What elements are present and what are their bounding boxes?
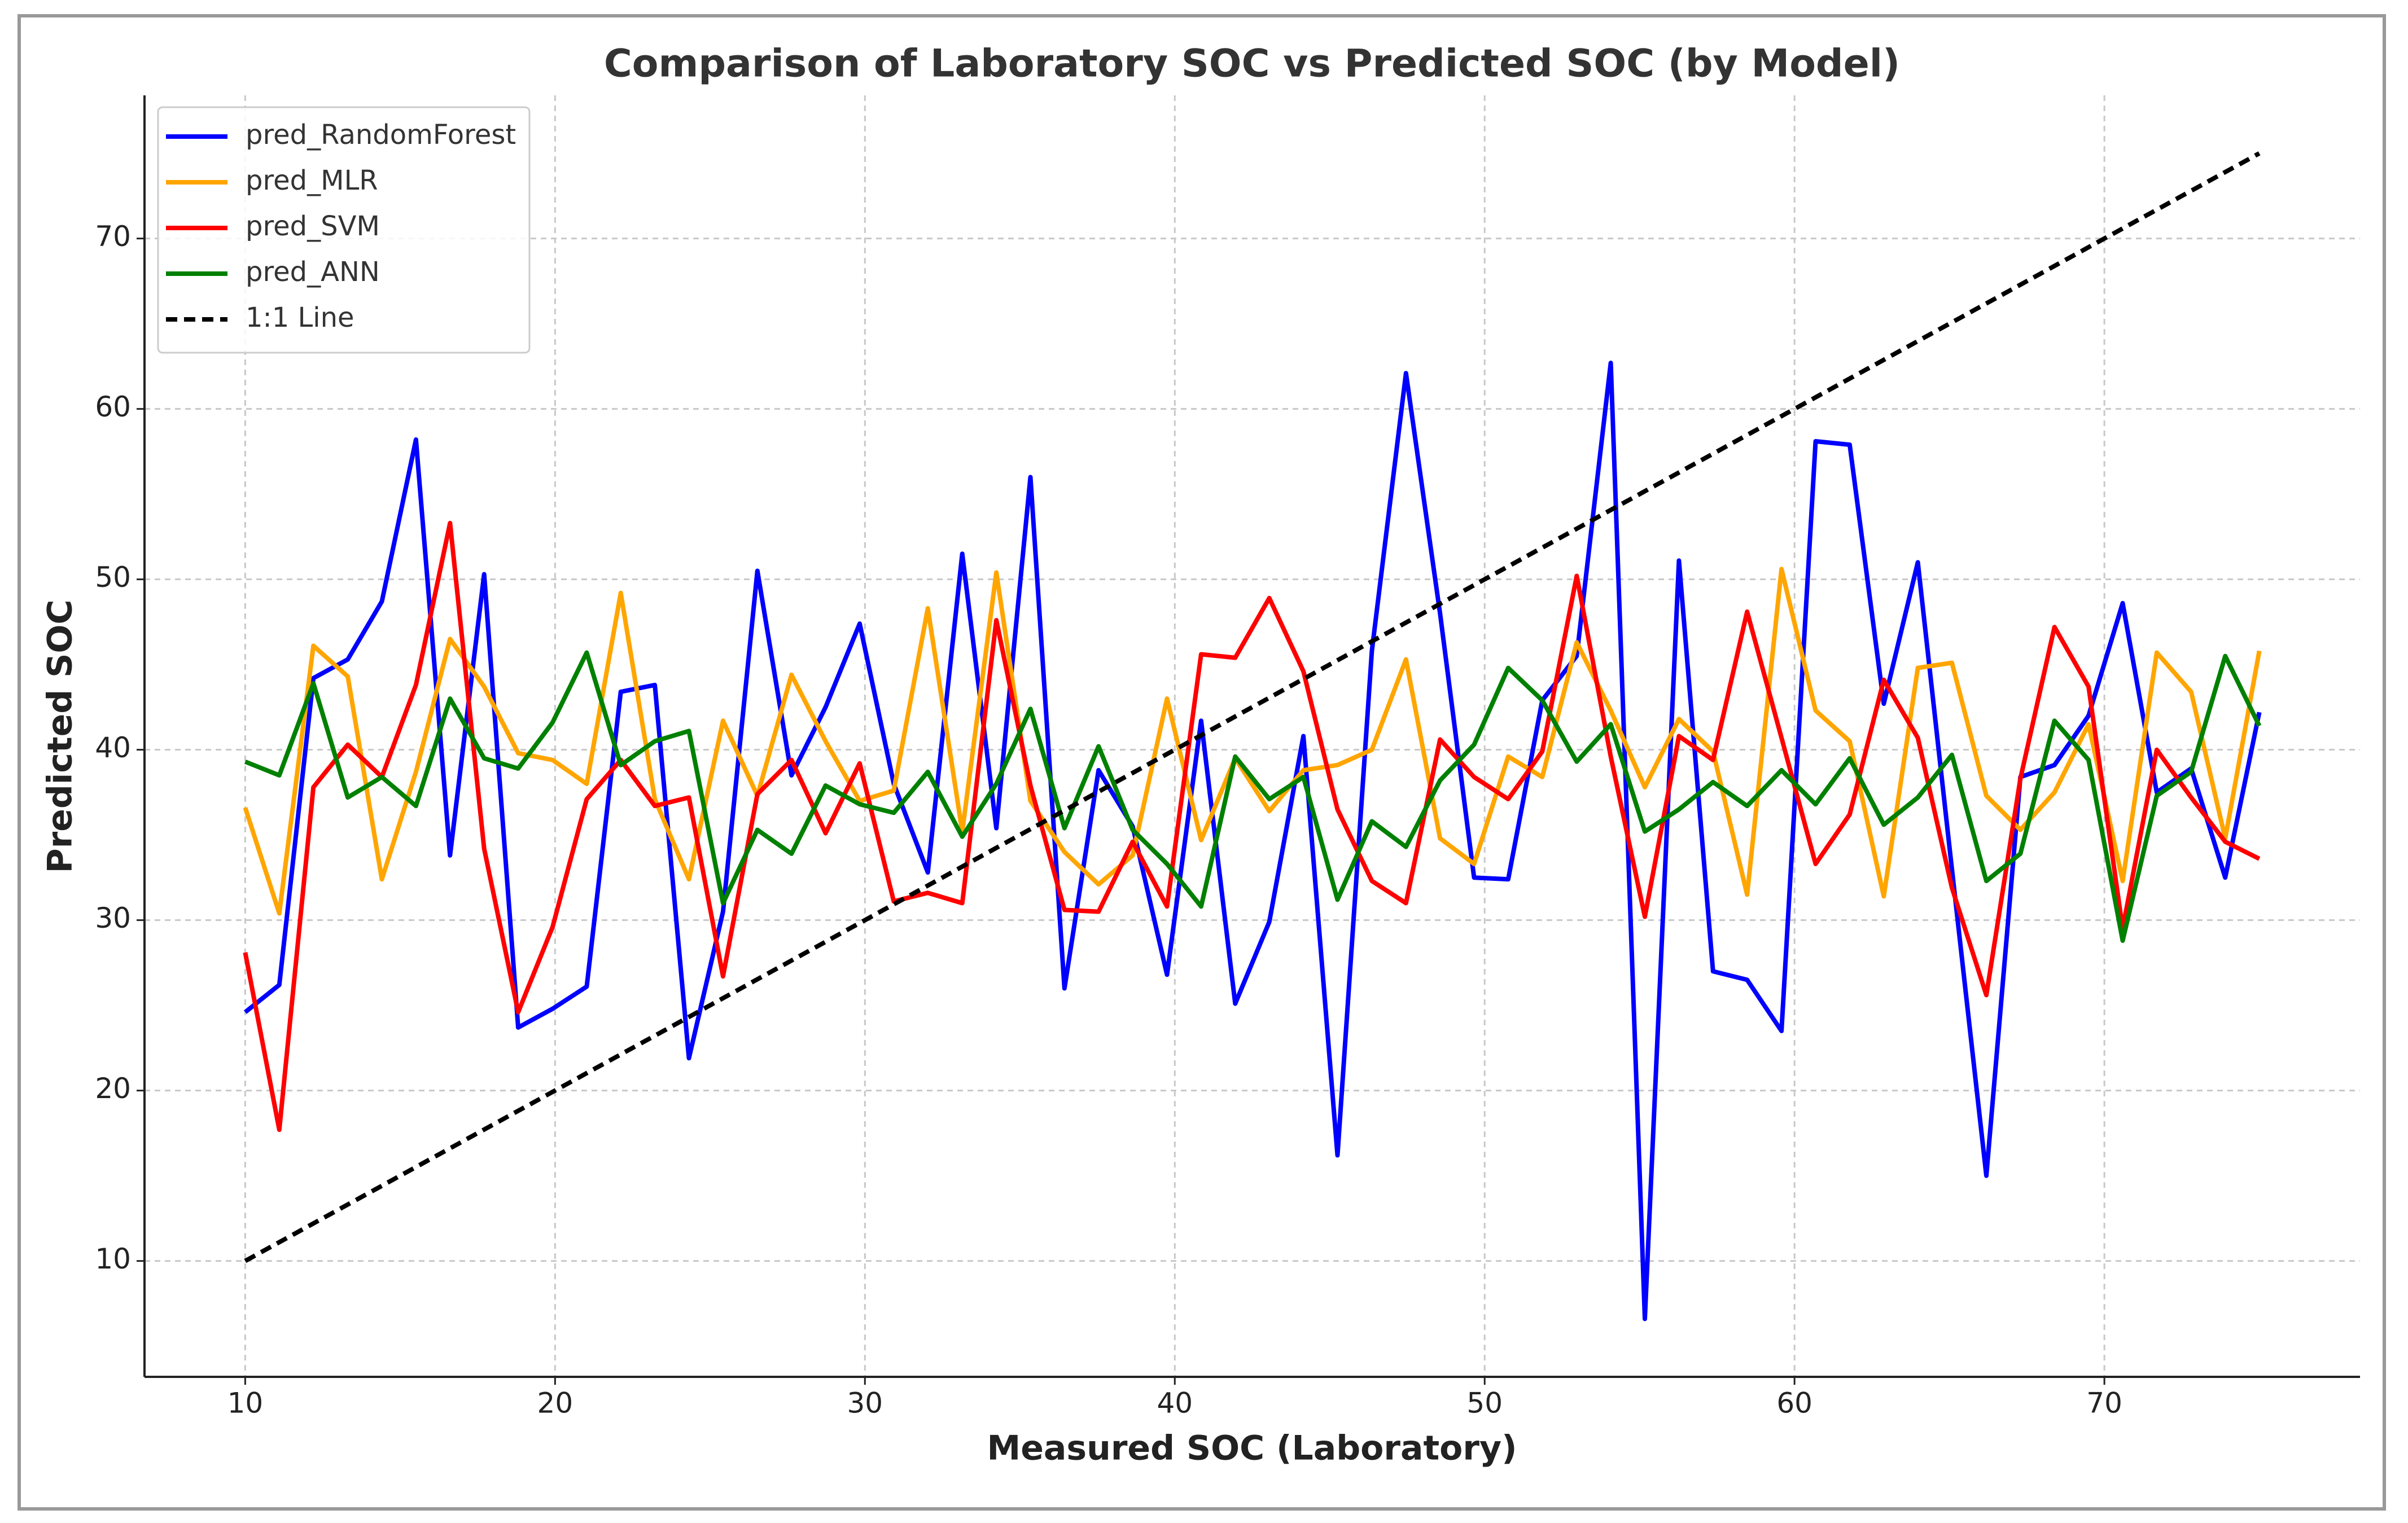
y-tick-label: 50 <box>95 561 131 594</box>
legend-label: pred_SVM <box>246 210 380 242</box>
x-tick-label: 70 <box>2086 1387 2122 1420</box>
y-tick-label: 30 <box>95 902 131 934</box>
chart-title: Comparison of Laboratory SOC vs Predicte… <box>604 42 1900 86</box>
series-line <box>243 567 2262 916</box>
y-tick-label: 20 <box>95 1072 131 1105</box>
x-tick-label: 10 <box>227 1387 264 1420</box>
x-tick-label: 50 <box>1466 1387 1503 1420</box>
y-tick-label: 60 <box>95 390 131 423</box>
legend-label: pred_MLR <box>246 165 378 196</box>
x-tick-label: 60 <box>1776 1387 1812 1420</box>
y-tick-label: 40 <box>95 731 131 764</box>
series-line <box>243 521 2261 1133</box>
series-line <box>243 361 2262 1322</box>
x-tick-label: 40 <box>1157 1387 1193 1420</box>
legend-box <box>157 106 531 354</box>
x-tick-label: 30 <box>847 1387 883 1420</box>
series-line <box>244 650 2262 943</box>
y-tick-label: 10 <box>95 1243 131 1275</box>
x-axis-label: Measured SOC (Laboratory) <box>987 1429 1517 1468</box>
y-tick-label: 70 <box>95 220 131 253</box>
series-line <box>244 151 2261 1263</box>
x-tick-label: 20 <box>537 1387 573 1420</box>
y-axis-label: Predicted SOC <box>41 600 80 874</box>
legend-label: 1:1 Line <box>246 302 354 333</box>
legend-label: pred_ANN <box>246 256 380 288</box>
legend-label: pred_RandomForest <box>246 119 516 151</box>
